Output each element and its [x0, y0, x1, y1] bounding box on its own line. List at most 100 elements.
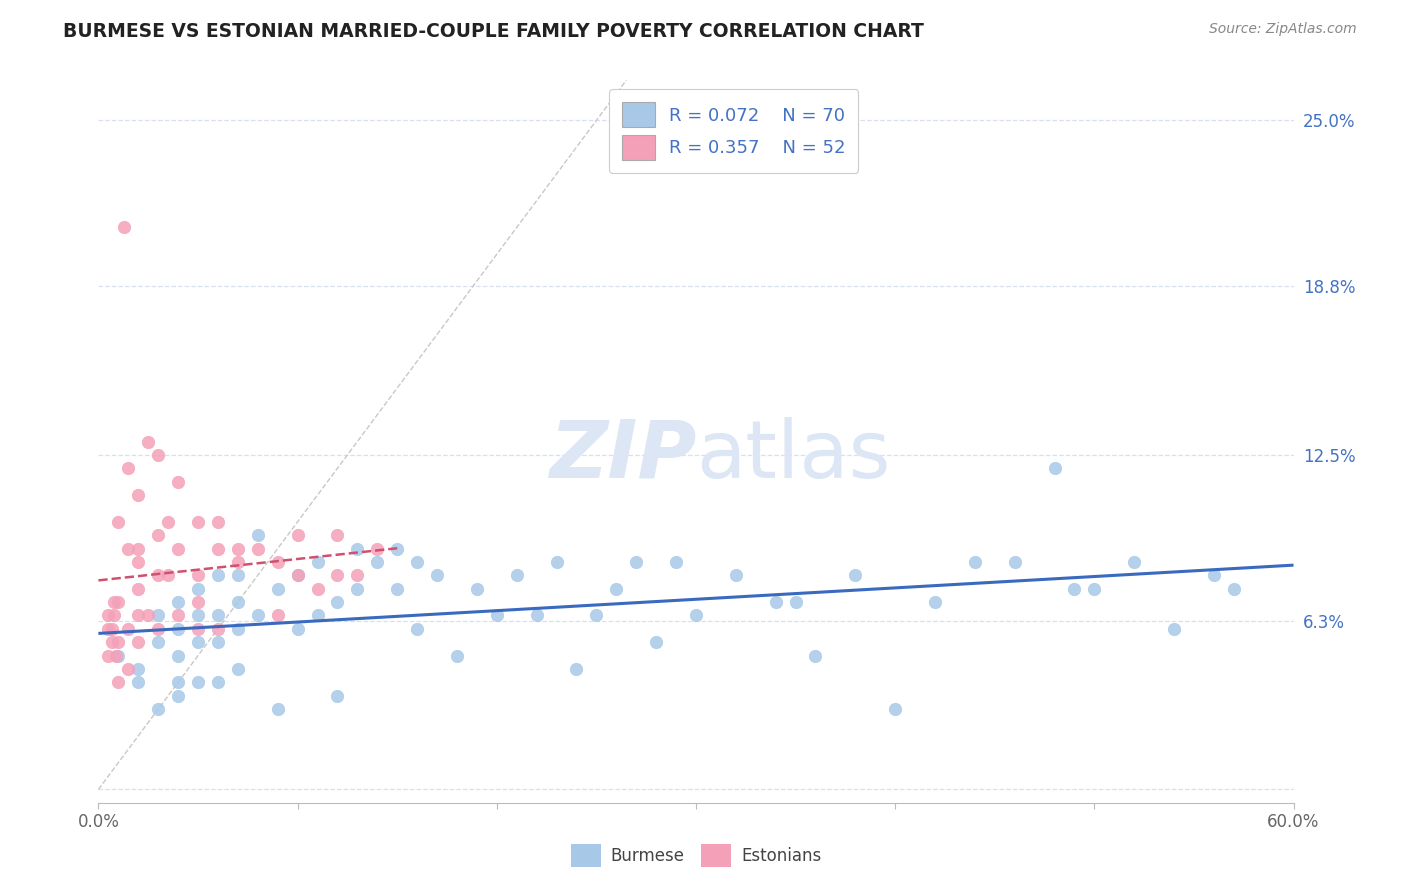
Point — [246, 608, 269, 623]
Point — [884, 702, 907, 716]
Point — [1083, 582, 1105, 596]
Point — [326, 595, 349, 609]
Point — [546, 555, 568, 569]
Point — [626, 555, 648, 569]
Point — [665, 555, 688, 569]
Point — [117, 461, 139, 475]
Point — [307, 582, 329, 596]
Point — [287, 568, 309, 582]
Text: BURMESE VS ESTONIAN MARRIED-COUPLE FAMILY POVERTY CORRELATION CHART: BURMESE VS ESTONIAN MARRIED-COUPLE FAMIL… — [63, 22, 924, 41]
Point — [167, 608, 190, 623]
Point — [167, 622, 190, 636]
Point — [107, 675, 129, 690]
Point — [1004, 555, 1026, 569]
Point — [307, 555, 329, 569]
Point — [226, 541, 249, 556]
Point — [287, 528, 309, 542]
Point — [1223, 582, 1246, 596]
Point — [136, 608, 159, 623]
Point — [127, 541, 149, 556]
Point — [366, 555, 388, 569]
Point — [187, 515, 209, 529]
Point — [585, 608, 607, 623]
Point — [1123, 555, 1146, 569]
Point — [526, 608, 548, 623]
Point — [103, 595, 125, 609]
Point — [246, 528, 269, 542]
Point — [385, 541, 409, 556]
Point — [765, 595, 787, 609]
Point — [326, 568, 349, 582]
Point — [1202, 568, 1225, 582]
Point — [187, 622, 209, 636]
Point — [187, 608, 209, 623]
Point — [326, 689, 349, 703]
Text: atlas: atlas — [696, 417, 890, 495]
Point — [465, 582, 488, 596]
Point — [107, 648, 129, 663]
Point — [307, 608, 329, 623]
Point — [267, 702, 290, 716]
Point — [117, 662, 139, 676]
Legend: Burmese, Estonians: Burmese, Estonians — [564, 837, 828, 874]
Point — [267, 555, 290, 569]
Point — [148, 528, 170, 542]
Point — [157, 515, 180, 529]
Point — [127, 608, 149, 623]
Point — [287, 568, 309, 582]
Point — [485, 608, 508, 623]
Point — [136, 434, 159, 449]
Point — [112, 220, 135, 235]
Point — [406, 555, 429, 569]
Point — [506, 568, 529, 582]
Point — [207, 541, 229, 556]
Point — [187, 675, 209, 690]
Point — [924, 595, 946, 609]
Point — [97, 648, 120, 663]
Point — [187, 595, 209, 609]
Point — [1163, 622, 1185, 636]
Point — [326, 528, 349, 542]
Point — [346, 568, 368, 582]
Point — [226, 568, 249, 582]
Point — [157, 568, 180, 582]
Point — [103, 608, 125, 623]
Point — [366, 541, 388, 556]
Point — [804, 648, 827, 663]
Point — [187, 568, 209, 582]
Point — [385, 582, 409, 596]
Point — [107, 635, 129, 649]
Point — [724, 568, 747, 582]
Point — [127, 635, 149, 649]
Point — [187, 582, 209, 596]
Point — [167, 475, 190, 489]
Point — [267, 582, 290, 596]
Point — [127, 675, 149, 690]
Point — [105, 648, 128, 663]
Point — [167, 689, 190, 703]
Point — [117, 622, 139, 636]
Point — [346, 582, 368, 596]
Point — [207, 568, 229, 582]
Point — [645, 635, 668, 649]
Point — [226, 555, 249, 569]
Point — [101, 622, 124, 636]
Text: ZIP: ZIP — [548, 417, 696, 495]
Point — [148, 635, 170, 649]
Point — [1063, 582, 1085, 596]
Point — [97, 608, 120, 623]
Point — [426, 568, 449, 582]
Point — [148, 568, 170, 582]
Point — [127, 555, 149, 569]
Point — [167, 675, 190, 690]
Point — [107, 515, 129, 529]
Point — [127, 662, 149, 676]
Point — [127, 582, 149, 596]
Point — [148, 622, 170, 636]
Point — [117, 541, 139, 556]
Point — [267, 608, 290, 623]
Point — [565, 662, 588, 676]
Point — [167, 541, 190, 556]
Point — [226, 622, 249, 636]
Point — [107, 595, 129, 609]
